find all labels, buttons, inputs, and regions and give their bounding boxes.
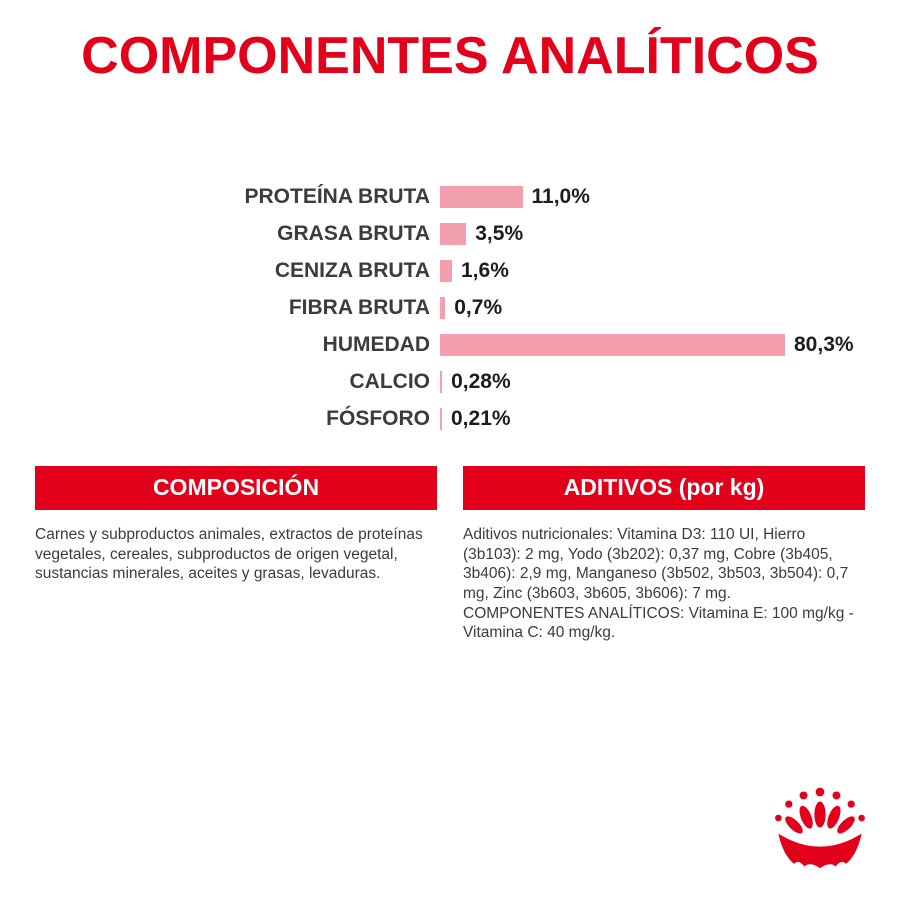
bar-category-label: HUMEDAD [322, 333, 430, 356]
bar-category-label: GRASA BRUTA [277, 222, 430, 245]
bar [440, 371, 443, 393]
page-title: COMPONENTES ANALÍTICOS [81, 27, 819, 85]
bar [440, 297, 446, 319]
composicion-text: Carnes y subproductos animales, extracto… [35, 526, 423, 583]
royal-canin-crown-paw-icon [775, 787, 865, 869]
bar-value-label: 0,21% [451, 407, 511, 430]
bar-category-label: CALCIO [349, 370, 431, 393]
bar [440, 186, 523, 208]
section-aditivos: ADITIVOS (por kg) Aditivos nutricionales… [463, 466, 865, 643]
bar [440, 260, 452, 282]
bar [440, 334, 785, 356]
composicion-body: Carnes y subproductos animales, extracto… [35, 525, 437, 584]
bar-chart: PROTEÍNA BRUTA 11,0% GRASA BRUTA 3,5% CENIZA… [0, 185, 900, 430]
chart-row: CALCIO 0,28% [0, 370, 900, 393]
chart-row: GRASA BRUTA 3,5% [0, 222, 900, 245]
bar-value-label: 0,28% [451, 370, 511, 393]
composicion-header: COMPOSICIÓN [35, 466, 437, 510]
aditivos-body: Aditivos nutricionales: Vitamina D3: 110… [463, 525, 865, 643]
bar-value-label: 80,3% [794, 333, 854, 356]
chart-row: FIBRA BRUTA 0,7% [0, 296, 900, 319]
aditivos-header: ADITIVOS (por kg) [463, 466, 865, 510]
aditivos-text-nutricionales: Aditivos nutricionales: Vitamina D3: 110… [463, 526, 849, 603]
chart-row: CENIZA BRUTA 1,6% [0, 259, 900, 282]
bar-value-label: 3,5% [475, 222, 524, 245]
bar-value-label: 11,0% [531, 185, 590, 208]
bar [440, 223, 467, 245]
bar-category-label: PROTEÍNA BRUTA [244, 185, 431, 208]
aditivos-text-analiticos: COMPONENTES ANALÍTICOS: Vitamina E: 100 … [463, 604, 854, 642]
chart-row: PROTEÍNA BRUTA 11,0% [0, 185, 900, 208]
bar [440, 408, 442, 430]
bar-value-label: 0,7% [454, 296, 503, 319]
bar-category-label: FIBRA BRUTA [288, 296, 430, 319]
chart-row: FÓSFORO 0,21% [0, 407, 900, 430]
info-sections: COMPOSICIÓN Carnes y subproductos animal… [35, 466, 865, 643]
bar-value-label: 1,6% [461, 259, 509, 282]
chart-row: HUMEDAD 80,3% [0, 333, 900, 356]
section-composicion: COMPOSICIÓN Carnes y subproductos animal… [35, 466, 437, 643]
bar-category-label: FÓSFORO [326, 407, 430, 430]
bar-category-label: CENIZA BRUTA [274, 259, 430, 282]
